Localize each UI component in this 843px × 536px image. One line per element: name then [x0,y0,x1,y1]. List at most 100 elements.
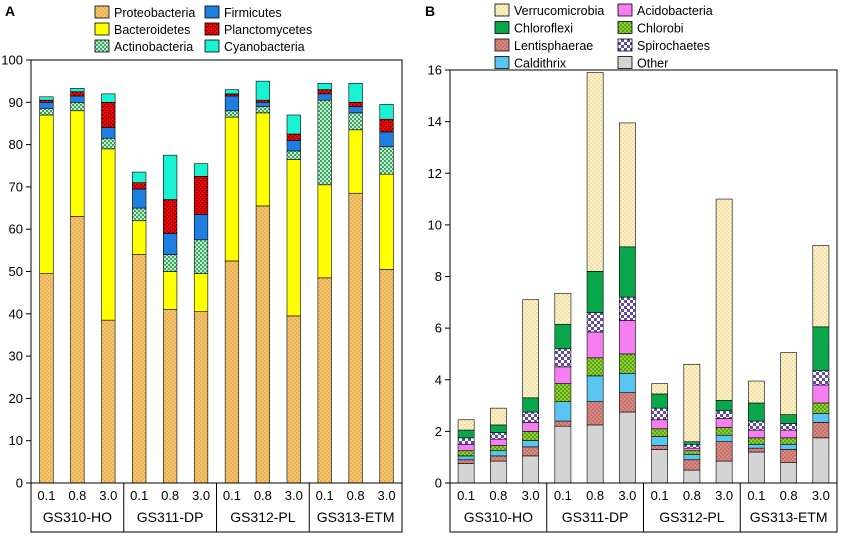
chart-a-bar-proteobacteria [39,273,54,484]
panel-b-letter: B [425,3,435,19]
chart-a-category-label: 0.8 [347,488,365,503]
chart-b-bar-lentisphaerae [812,422,830,439]
chart-b-bar-other [780,462,797,484]
chart-a-bar-planctomycetes [255,99,270,103]
chart-b-bar-lentisphaerae [586,401,604,426]
chart-a-bar-actinobacteria [39,108,54,116]
chart-b-bar-chloroflexi [683,441,701,445]
chart-a-bar-firmicutes [317,93,332,101]
chart-b-bar-verrucomicrobia [812,245,830,328]
chart-a-category-label: 0.1 [130,488,148,503]
chart-b-bar-chloroflexi [651,393,668,409]
chart-a-bar-proteobacteria [224,260,240,484]
chart-a-category-label: 0.8 [68,488,86,503]
chart-a-bar-bacteroidetes [163,271,178,310]
chart-b-bar-other [586,424,604,484]
chart-b-bar-other [457,463,475,484]
chart-a-bar-proteobacteria [379,269,394,484]
chart-a-bar-proteobacteria [193,311,209,484]
legend-b-label-lentisphaerae: Lentisphaerae [514,39,593,53]
chart-a-bar-proteobacteria [163,309,178,484]
chart-a-bar-cyanobacteria [379,104,394,120]
chart-a-bar-planctomycetes [101,102,116,128]
chart-b-bar-chloroflexi [522,397,539,413]
chart-a-bar-firmicutes [193,214,209,241]
chart-b-bar-caldithrix [457,455,475,461]
chart-a-bar-planctomycetes [70,91,85,97]
legend-b-swatch-other [617,56,633,69]
chart-b-bar-spirochaetes [522,411,539,423]
chart-a-bar-planctomycetes [193,176,209,215]
chart-b-group-label: GS311-DP [562,509,629,525]
chart-b-bar-acidobacteria [715,418,733,428]
chart-b-ytick-label: 4 [435,372,442,387]
chart-a-bar-proteobacteria [70,216,85,484]
chart-b-bar-caldithrix [812,413,830,423]
chart-b-category-label: 0.1 [747,488,765,503]
chart-a-bar-bacteroidetes [317,184,332,279]
chart-a-bar-actinobacteria [255,106,270,114]
chart-b-bar-verrucomicrobia [715,198,733,401]
chart-a-bar-actinobacteria [317,99,332,186]
chart-b-bar-chlorobi [683,450,701,455]
chart-a-bar-planctomycetes [132,182,147,190]
legend-b-label-verrucomicrobia: Verrucomicrobia [514,4,604,18]
chart-a-bar-proteobacteria [132,254,147,484]
chart-a-ytick-label: 60 [9,222,23,237]
legend-a-swatch-actinobacteria [94,39,110,53]
chart-a-bar-actinobacteria [163,254,178,272]
legend-b-label-spirochaetes: Spirochaetes [637,39,710,53]
chart-a-bar-cyanobacteria [132,171,147,183]
chart-a-bar-planctomycetes [286,133,301,141]
chart-a-bar-firmicutes [163,233,178,255]
chart-a: 0 10 20 30 40 50 60 70 80 90 100 0.1 0.8 3.0 0.1 0.8 3.0… [1,53,403,533]
legend-a-label-proteobacteria: Proteobacteria [114,6,195,20]
legend-a-label-cyanobacteria: Cyanobacteria [224,40,305,54]
chart-a-ytick-label: 100 [1,53,23,68]
chart-a-group-label: GS311-DP [137,509,204,525]
chart-a-category-label: 0.1 [37,488,55,503]
chart-b-bar-chlorobi [748,437,765,445]
chart-a-bar-firmicutes [132,188,147,209]
chart-a-ytick-label: 20 [9,391,23,406]
chart-b-bar-chloroflexi [457,429,475,439]
chart-a-bar-cyanobacteria [286,114,301,135]
chart-a-ytick-label: 80 [9,137,23,152]
chart-a-bar-planctomycetes [39,99,54,103]
chart-a-bar-bacteroidetes [101,148,116,321]
chart-a-bar-firmicutes [348,106,363,114]
chart-a-ytick-label: 90 [9,95,23,110]
chart-b-bar-verrucomicrobia [554,292,572,325]
chart-b-bar-acidobacteria [490,438,507,446]
legend-a-label-bacteroidetes: Bacteroidetes [114,23,190,37]
legend-b-label-acidobacteria: Acidobacteria [637,4,713,18]
chart-b-category-label: 3.0 [812,488,830,503]
chart-b-category-label: 0.1 [457,488,475,503]
legend-a-swatch-cyanobacteria [204,39,220,53]
chart-a-bar-bacteroidetes [224,116,240,262]
chart-a-bar-actinobacteria [379,146,394,175]
chart-a-bar-proteobacteria [101,319,116,484]
chart-a-bar-bacteroidetes [193,273,209,312]
chart-b-bar-chloroflexi [780,414,797,424]
chart-a-category-label: 0.1 [223,488,241,503]
chart-b-bar-chlorobi [522,431,539,441]
chart-a-bar-planctomycetes [379,118,394,133]
chart-b-category-label: 0.8 [683,488,701,503]
chart-a-group-label: GS312-PL [230,509,296,525]
chart-b-bar-lentisphaerae [780,449,797,463]
chart-b-bar-chloroflexi [490,424,507,433]
chart-b-bar-verrucomicrobia [619,122,636,248]
chart-a-group-label: GS313-ETM [317,509,395,525]
chart-a-bar-actinobacteria [348,112,363,131]
chart-b-bar-other [715,460,733,484]
legend-a-swatch-proteobacteria [94,5,110,19]
chart-b-category-label: 0.1 [651,488,669,503]
chart-b-bar-acidobacteria [780,429,797,439]
chart-b-category-label: 0.8 [586,488,604,503]
chart-a-bar-firmicutes [255,102,270,107]
legend-b-swatch-caldithrix [494,56,510,69]
chart-b-bar-verrucomicrobia [457,419,475,431]
chart-a-bar-firmicutes [70,95,85,103]
